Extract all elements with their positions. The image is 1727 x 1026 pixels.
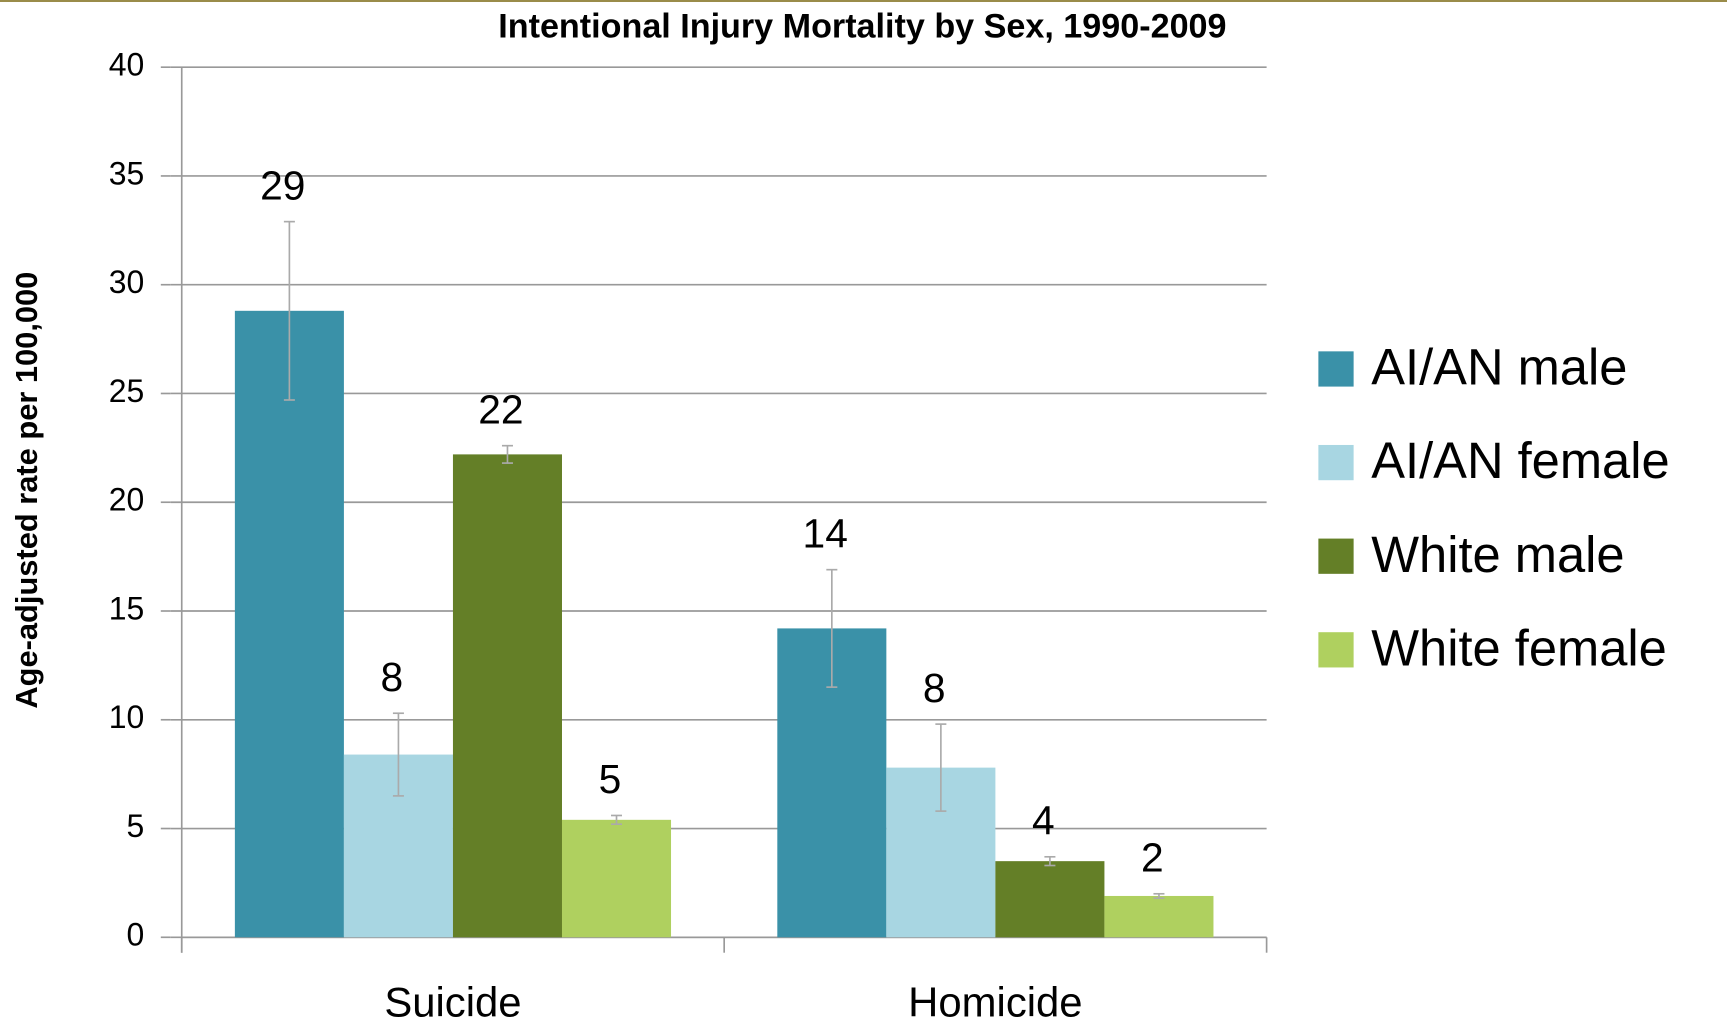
x-tick-label: Suicide: [384, 979, 521, 1026]
legend-swatch: [1318, 351, 1354, 387]
legend-swatch: [1318, 538, 1354, 574]
chart-title: Intentional Injury Mortality by Sex, 199…: [498, 8, 1226, 46]
value-label: 5: [599, 756, 622, 802]
value-label: 4: [1032, 798, 1055, 844]
value-label: 29: [260, 162, 305, 208]
y-tick-label: 20: [109, 482, 145, 518]
y-tick-label: 0: [127, 917, 145, 953]
y-axis-label: Age-adjusted rate per 100,000: [9, 272, 44, 709]
y-tick-label: 40: [109, 47, 145, 83]
y-tick-label: 30: [109, 264, 145, 300]
y-tick-label: 5: [127, 808, 145, 844]
legend-label: White female: [1371, 619, 1667, 676]
value-label: 8: [923, 665, 946, 711]
value-label: 2: [1141, 835, 1164, 881]
bar: [1104, 895, 1214, 938]
value-label: 14: [803, 510, 848, 556]
plot: Intentional Injury Mortality by Sex, 199…: [9, 8, 1670, 1026]
value-label: 22: [478, 386, 523, 432]
bar: [995, 861, 1105, 938]
y-tick-label: 15: [109, 590, 145, 626]
value-label: 8: [380, 654, 403, 700]
y-tick-label: 10: [109, 699, 145, 735]
legend-swatch: [1318, 444, 1354, 481]
y-tick-label: 25: [109, 373, 145, 409]
legend-label: AI/AN female: [1371, 432, 1669, 489]
bar: [561, 819, 672, 938]
bar: [452, 454, 562, 938]
legend-swatch: [1318, 632, 1354, 668]
x-tick-label: Homicide: [908, 979, 1082, 1026]
bar: [234, 310, 344, 938]
legend-label: White male: [1371, 526, 1624, 583]
legend-label: AI/AN male: [1371, 339, 1627, 396]
y-tick-label: 35: [109, 155, 145, 191]
